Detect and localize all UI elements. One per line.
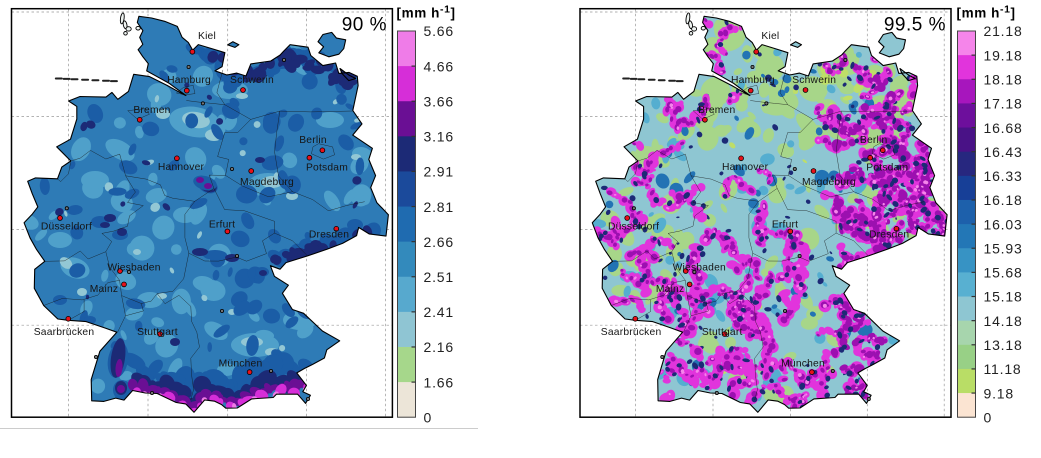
svg-text:15.68: 15.68 (984, 265, 1023, 281)
svg-text:2.51: 2.51 (424, 269, 454, 285)
svg-text:16.03: 16.03 (984, 216, 1023, 232)
svg-text:99.5 %: 99.5 % (884, 15, 946, 36)
svg-text:4.66: 4.66 (424, 58, 454, 74)
svg-text:17.18: 17.18 (984, 96, 1023, 112)
svg-text:Kiel: Kiel (761, 31, 779, 42)
svg-text:Potsdam: Potsdam (866, 163, 908, 174)
svg-text:Mainz: Mainz (90, 284, 118, 295)
svg-text:Hannover: Hannover (722, 162, 769, 173)
svg-text:Wiesbaden: Wiesbaden (107, 263, 160, 274)
svg-text:Bremen: Bremen (133, 105, 170, 116)
svg-text:München: München (219, 359, 263, 370)
svg-text:Bremen: Bremen (698, 105, 735, 116)
svg-text:2.81: 2.81 (424, 199, 454, 215)
svg-text:16.68: 16.68 (984, 120, 1023, 136)
svg-text:90 %: 90 % (342, 15, 387, 36)
svg-text:Düsseldorf: Düsseldorf (608, 222, 659, 233)
svg-text:2.91: 2.91 (424, 164, 454, 180)
svg-text:Schwerin: Schwerin (230, 75, 274, 86)
svg-text:Erfurt: Erfurt (209, 220, 235, 231)
svg-text:16.43: 16.43 (984, 144, 1023, 160)
svg-text:Dresden: Dresden (309, 230, 349, 241)
svg-text:Düsseldorf: Düsseldorf (41, 222, 92, 233)
svg-text:Berlin: Berlin (860, 135, 888, 146)
svg-text:Potsdam: Potsdam (306, 163, 348, 174)
svg-text:Kiel: Kiel (198, 31, 216, 42)
svg-text:Dresden: Dresden (869, 230, 909, 241)
svg-text:9.18: 9.18 (984, 385, 1014, 401)
svg-text:Saarbrücken: Saarbrücken (34, 327, 95, 338)
svg-text:16.18: 16.18 (984, 192, 1023, 208)
svg-text:13.18: 13.18 (984, 337, 1023, 353)
svg-text:2.41: 2.41 (424, 304, 454, 320)
svg-text:3.16: 3.16 (424, 129, 454, 145)
svg-text:1.66: 1.66 (424, 374, 454, 390)
svg-text:11.18: 11.18 (984, 361, 1022, 377)
svg-text:2.16: 2.16 (424, 339, 454, 355)
svg-text:18.18: 18.18 (984, 71, 1023, 87)
svg-text:Stuttgart: Stuttgart (702, 327, 743, 338)
svg-text:2.66: 2.66 (424, 234, 454, 250)
svg-text:Magdeburg: Magdeburg (802, 177, 856, 188)
svg-text:Schwerin: Schwerin (792, 75, 836, 86)
svg-text:3.66: 3.66 (424, 93, 454, 109)
svg-text:Hannover: Hannover (158, 162, 205, 173)
svg-text:Magdeburg: Magdeburg (240, 177, 294, 188)
svg-text:14.18: 14.18 (984, 313, 1023, 329)
svg-text:Erfurt: Erfurt (772, 220, 798, 231)
svg-text:5.66: 5.66 (424, 23, 454, 39)
svg-text:Hamburg: Hamburg (167, 75, 211, 86)
svg-text:Saarbrücken: Saarbrücken (601, 327, 662, 338)
svg-text:Wiesbaden: Wiesbaden (673, 263, 726, 274)
svg-text:Mainz: Mainz (656, 284, 684, 295)
svg-text:15.18: 15.18 (984, 289, 1023, 305)
svg-text:0: 0 (424, 409, 433, 425)
svg-text:19.18: 19.18 (984, 47, 1023, 63)
svg-text:Stuttgart: Stuttgart (137, 327, 178, 338)
svg-text:16.33: 16.33 (984, 168, 1023, 184)
svg-text:München: München (781, 359, 825, 370)
svg-text:0: 0 (984, 409, 993, 425)
svg-text:21.18: 21.18 (984, 23, 1023, 39)
svg-text:15.93: 15.93 (984, 240, 1023, 256)
svg-text:Hamburg: Hamburg (731, 75, 775, 86)
svg-text:Berlin: Berlin (299, 135, 327, 146)
